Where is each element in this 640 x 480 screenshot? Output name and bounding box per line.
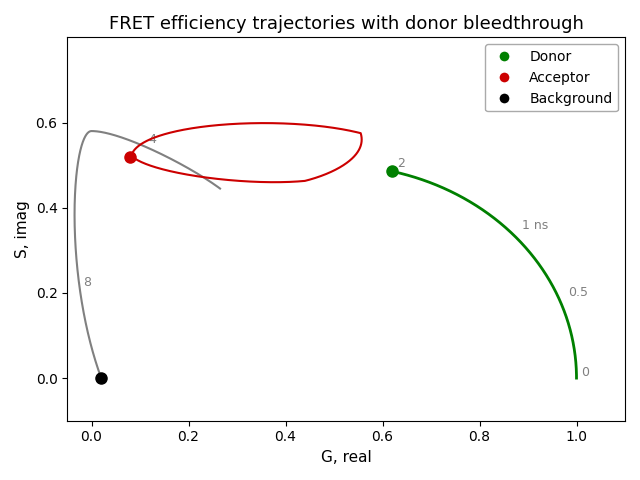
Text: 4: 4 <box>148 132 156 145</box>
Text: 2: 2 <box>397 157 405 170</box>
Y-axis label: S, imag: S, imag <box>15 200 30 258</box>
Text: 0: 0 <box>581 366 589 379</box>
X-axis label: G, real: G, real <box>321 450 371 465</box>
Text: 1 ns: 1 ns <box>522 219 548 232</box>
Legend: Donor, Acceptor, Background: Donor, Acceptor, Background <box>485 44 618 111</box>
Title: FRET efficiency trajectories with donor bleedthrough: FRET efficiency trajectories with donor … <box>109 15 584 33</box>
Text: 8: 8 <box>83 276 91 289</box>
Text: 0.5: 0.5 <box>568 286 588 299</box>
